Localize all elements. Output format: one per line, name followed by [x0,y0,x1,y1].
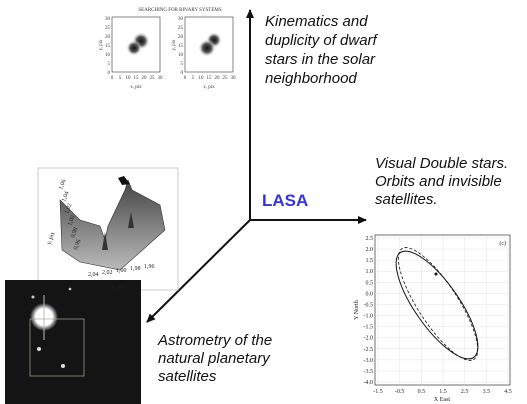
tick-label: 30 [231,76,237,81]
tick-label: 25 [150,76,156,81]
branch-label: Astrometry of the [157,332,272,349]
branch-label: Visual Double stars. [375,155,508,172]
branch-label: Orbits and invisible [375,173,502,190]
moon [32,296,35,299]
tick-label: -1.5 [364,325,374,331]
primary [435,273,438,276]
panel-tag: (c) [499,240,506,247]
moon [61,364,65,368]
tick-label: 15 [207,76,213,81]
tick-label: -1.0 [364,314,374,320]
tick-label: 1,98 [130,266,141,272]
tick-label: 20 [105,35,111,40]
tick-label: 5 [119,76,122,81]
diagram: LASA Kinematics and duplicity of dwarf sta… [0,0,527,404]
tick-label: 10 [126,76,132,81]
tick-label: 2,02 [102,270,113,276]
tick-label: 20 [215,76,221,81]
tick-label: 25 [178,26,184,31]
figure-title: SEARCHING FOR BINARY SYSTEMS [138,8,222,13]
tick-label: 2,04 [88,272,99,278]
branch-label: duplicity of dwarf [265,32,379,49]
tick-label: 1.5 [366,258,374,264]
tick-label: 30 [178,17,184,22]
center-label: LASA [262,191,308,210]
tick-label: 10 [178,53,184,58]
tick-label: 1,96 [144,264,155,270]
tick-label: 5 [181,62,184,67]
y-axis-label: Y North [354,300,360,320]
tick-label: -2.0 [364,336,374,342]
tick-label: -3.5 [364,369,374,375]
tick-label: 15 [105,44,111,49]
x-axis-label: x, pix [203,85,215,90]
x-axis-label: X East [434,397,450,403]
tick-label: -3.0 [364,358,374,364]
tick-label: -2.5 [364,347,374,353]
tick-label: 10 [199,76,205,81]
blob [126,40,142,56]
tick-label: 2.5 [461,389,469,395]
moon [69,288,72,291]
tick-label: 30 [105,17,111,22]
tick-label: 0.0 [366,291,374,297]
tick-label: 5 [192,76,195,81]
tick-label: 0 [184,76,187,81]
x-axis-label: x, pix [130,85,142,90]
plot-frame [375,235,510,385]
moon [37,347,41,351]
tick-label: 10 [105,53,111,58]
tick-label: 20 [178,35,184,40]
y-axis-label: y, pix [172,39,177,51]
tick-label: 25 [223,76,229,81]
branch-label: stars in the solar [265,51,376,68]
tick-label: 2.0 [366,247,374,253]
tick-label: 0.5 [418,389,426,395]
frame [5,280,141,404]
tick-label: 20 [142,76,148,81]
tick-label: 15 [134,76,140,81]
tick-label: 0 [111,76,114,81]
tick-label: -4.0 [364,380,374,386]
branch-label: neighborhood [265,70,357,87]
tick-label: 30 [158,76,164,81]
branch-label: satellites. [375,191,438,208]
tick-label: 3.5 [483,389,491,395]
tick-label: 15 [178,44,184,49]
tick-label: 2.5 [366,236,374,242]
branch-label: natural planetary [158,350,271,367]
tick-label: 1,00 [116,268,127,274]
tick-label: 0.5 [366,280,374,286]
tick-label: -0.5 [395,389,405,395]
satellite-image [5,280,141,404]
tick-label: 1.0 [366,269,374,275]
tick-label: 5 [108,62,111,67]
tick-label: -0.5 [364,302,374,308]
y-axis-label: y, pix [99,39,104,51]
tick-label: 4.5 [504,389,512,395]
tick-label: -1.5 [373,389,383,395]
blob [198,39,216,57]
tick-label: 1.5 [439,389,447,395]
x-axis-label: x, pix [112,284,126,290]
tick-label: 25 [105,26,111,31]
orbit-figure [375,235,510,385]
branch-label: satellites [158,368,217,385]
branch-label: Kinematics and [265,13,368,30]
